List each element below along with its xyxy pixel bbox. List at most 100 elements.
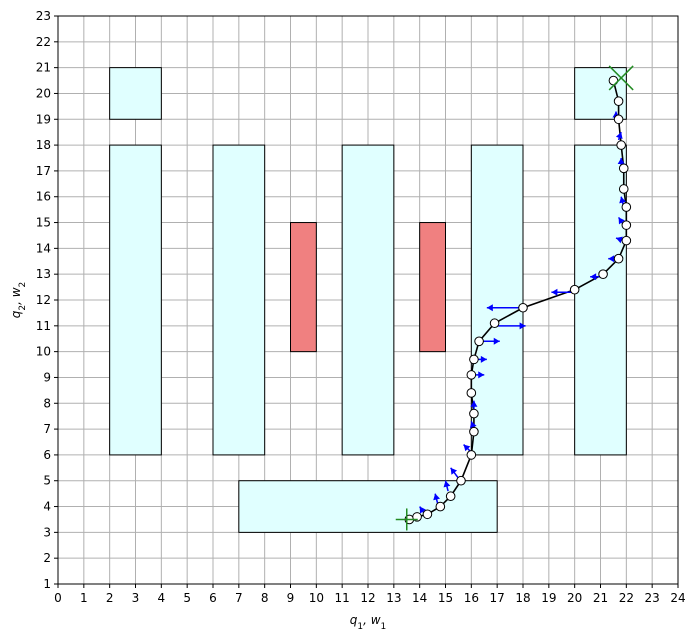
arrow-head	[419, 506, 426, 514]
arrow-head	[608, 255, 615, 263]
x-tick-label: 23	[645, 591, 660, 605]
axis-ticks: 0 1 2 3 4 5 6 7 8 9 10 11 12 13 14 15 16 17 18 19 20 21 22 23 24…	[36, 9, 686, 605]
y-tick-label: 3	[43, 525, 51, 539]
free-region	[109, 67, 162, 120]
trajectory-point	[569, 284, 580, 295]
trajectory-point	[435, 501, 446, 512]
x-tick-label: 2	[106, 591, 114, 605]
y-tick-label: 8	[43, 396, 51, 410]
arrow-head	[615, 132, 623, 139]
label-subscript: 2	[18, 282, 28, 288]
free-region	[470, 144, 524, 456]
arrow-head	[463, 444, 471, 452]
y-tick-label: 7	[43, 422, 51, 436]
arrow-head	[433, 493, 441, 501]
velocity-arrow	[433, 493, 441, 505]
label-subscript: 1	[357, 622, 363, 632]
y-tick-label: 18	[36, 138, 51, 152]
x-tick-label: 16	[464, 591, 479, 605]
free-region	[212, 144, 266, 456]
y-tick-label: 19	[36, 112, 51, 126]
y-tick-label: 15	[36, 216, 51, 230]
x-axis-label: q1, w1	[350, 613, 387, 632]
trajectory-point	[613, 114, 624, 125]
x-tick-label: 14	[412, 591, 427, 605]
arrow-head	[619, 196, 627, 204]
y-tick-label: 13	[36, 267, 51, 281]
y-tick-label: 2	[43, 551, 51, 565]
label-subscript: 2	[18, 305, 28, 311]
trajectory-point	[466, 370, 477, 380]
label-text: q	[9, 310, 23, 318]
x-tick-label: 13	[386, 591, 401, 605]
obstacle-region	[419, 222, 446, 353]
trajectory-point	[456, 475, 466, 486]
y-tick-label: 14	[36, 241, 51, 255]
trajectory-point	[466, 388, 477, 398]
trajectory-point	[469, 408, 479, 419]
trajectory-point	[598, 269, 608, 279]
x-tick-label: 17	[490, 591, 505, 605]
trajectory-point	[621, 202, 632, 212]
y-tick-label: 12	[36, 293, 51, 307]
trajectory-point	[489, 318, 500, 329]
y-tick-label: 16	[36, 190, 51, 204]
free-region	[574, 144, 627, 456]
x-tick-label: 20	[567, 591, 582, 605]
x-tick-label: 22	[619, 591, 634, 605]
trajectory-point	[422, 509, 433, 520]
y-tick-label: 17	[36, 164, 51, 178]
arrow-head	[493, 337, 500, 345]
y-tick-label: 22	[36, 35, 51, 49]
arrow-head	[478, 371, 485, 379]
x-tick-label: 15	[438, 591, 453, 605]
arrow-head	[616, 236, 623, 244]
x-tick-label: 11	[335, 591, 350, 605]
trajectory-point	[618, 184, 629, 194]
trajectory-point	[469, 354, 479, 365]
trajectory-point	[621, 220, 632, 230]
free-region	[574, 67, 627, 120]
x-tick-label: 5	[183, 591, 191, 605]
y-tick-label: 1	[43, 577, 51, 591]
trajectory-point	[466, 450, 477, 460]
y-tick-label: 9	[43, 370, 51, 384]
trajectory-point	[445, 491, 456, 502]
x-tick-label: 8	[261, 591, 269, 605]
x-tick-label: 7	[235, 591, 243, 605]
free-region	[341, 144, 395, 456]
x-tick-label: 4	[158, 591, 166, 605]
velocity-arrow	[443, 480, 451, 492]
arrow-head	[486, 304, 493, 312]
goal-marker-b	[608, 65, 634, 91]
free-region	[109, 144, 162, 456]
x-tick-label: 18	[515, 591, 530, 605]
velocity-arrow	[486, 304, 521, 312]
x-tick-label: 0	[54, 591, 62, 605]
trajectory-point	[518, 302, 528, 313]
y-tick-label: 6	[43, 448, 51, 462]
x-tick-label: 12	[360, 591, 375, 605]
label-subscript: 1	[381, 622, 387, 632]
y-tick-label: 5	[43, 474, 51, 488]
obstacles	[290, 222, 446, 353]
start-goal-markers	[395, 65, 634, 531]
x-tick-label: 21	[593, 591, 608, 605]
arrow-head	[590, 273, 597, 281]
arrow-head	[618, 217, 625, 225]
label-text: , w	[9, 287, 23, 305]
y-tick-label: 20	[36, 86, 51, 100]
x-tick-label: 19	[541, 591, 556, 605]
velocity-arrow	[450, 467, 460, 479]
y-tick-label: 10	[36, 345, 51, 359]
y-axis-label: q2, w2	[9, 282, 28, 319]
arrow-head	[551, 288, 558, 296]
label-text: , w	[363, 613, 381, 627]
trajectory-point	[618, 163, 629, 174]
arrow-head	[470, 400, 478, 407]
trajectory-point	[616, 140, 626, 150]
x-tick-label: 9	[287, 591, 295, 605]
free-regions	[109, 67, 627, 533]
velocity-arrow	[494, 322, 526, 330]
